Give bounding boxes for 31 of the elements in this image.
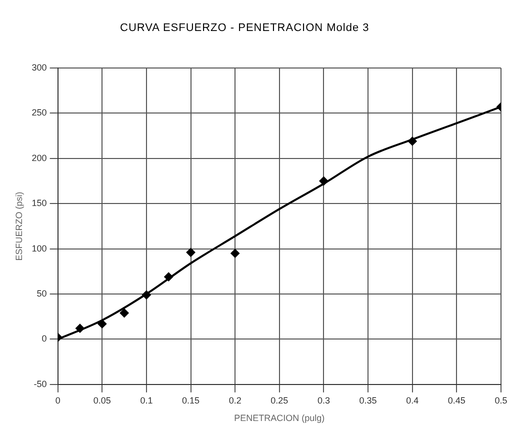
x-tick-label: 0.35 (359, 395, 377, 406)
y-axis-title: ESFUERZO (psi) (14, 192, 24, 261)
y-tick-label: 200 (32, 152, 47, 163)
point (408, 136, 417, 146)
y-tick-label: 50 (36, 288, 47, 298)
x-tick-label: 0.15 (182, 395, 200, 406)
chart-title: CURVA ESFUERZO - PENETRACION Molde 3 (120, 22, 370, 34)
y-tick-label: 100 (32, 243, 47, 254)
y-tick-label: 0 (42, 334, 47, 344)
point (230, 248, 240, 258)
x-tick-label: 0.05 (93, 395, 111, 406)
point (142, 290, 151, 300)
x-tick-label: 0.3 (317, 395, 330, 406)
y-tick-label: -50 (34, 378, 47, 389)
x-tick-label: 0.45 (448, 395, 466, 406)
x-tick-label: 0.25 (270, 395, 288, 406)
y-tick-label: 150 (32, 198, 47, 208)
x-axis-title: PENETRACION (pulg) (234, 413, 325, 424)
point (98, 319, 107, 328)
x-tick-label: 0.2 (228, 395, 242, 406)
y-tick-label: 250 (32, 108, 47, 118)
y-tick-label: 300 (32, 62, 47, 72)
point (186, 248, 196, 257)
x-tick-label: 0 (55, 395, 60, 406)
x-tick-label: 0.4 (406, 395, 419, 406)
x-tick-label: 0.1 (140, 395, 153, 406)
point (164, 272, 174, 282)
point (120, 308, 129, 318)
point (319, 176, 328, 186)
x-tick-label: 0.5 (494, 395, 508, 406)
point (75, 324, 84, 333)
